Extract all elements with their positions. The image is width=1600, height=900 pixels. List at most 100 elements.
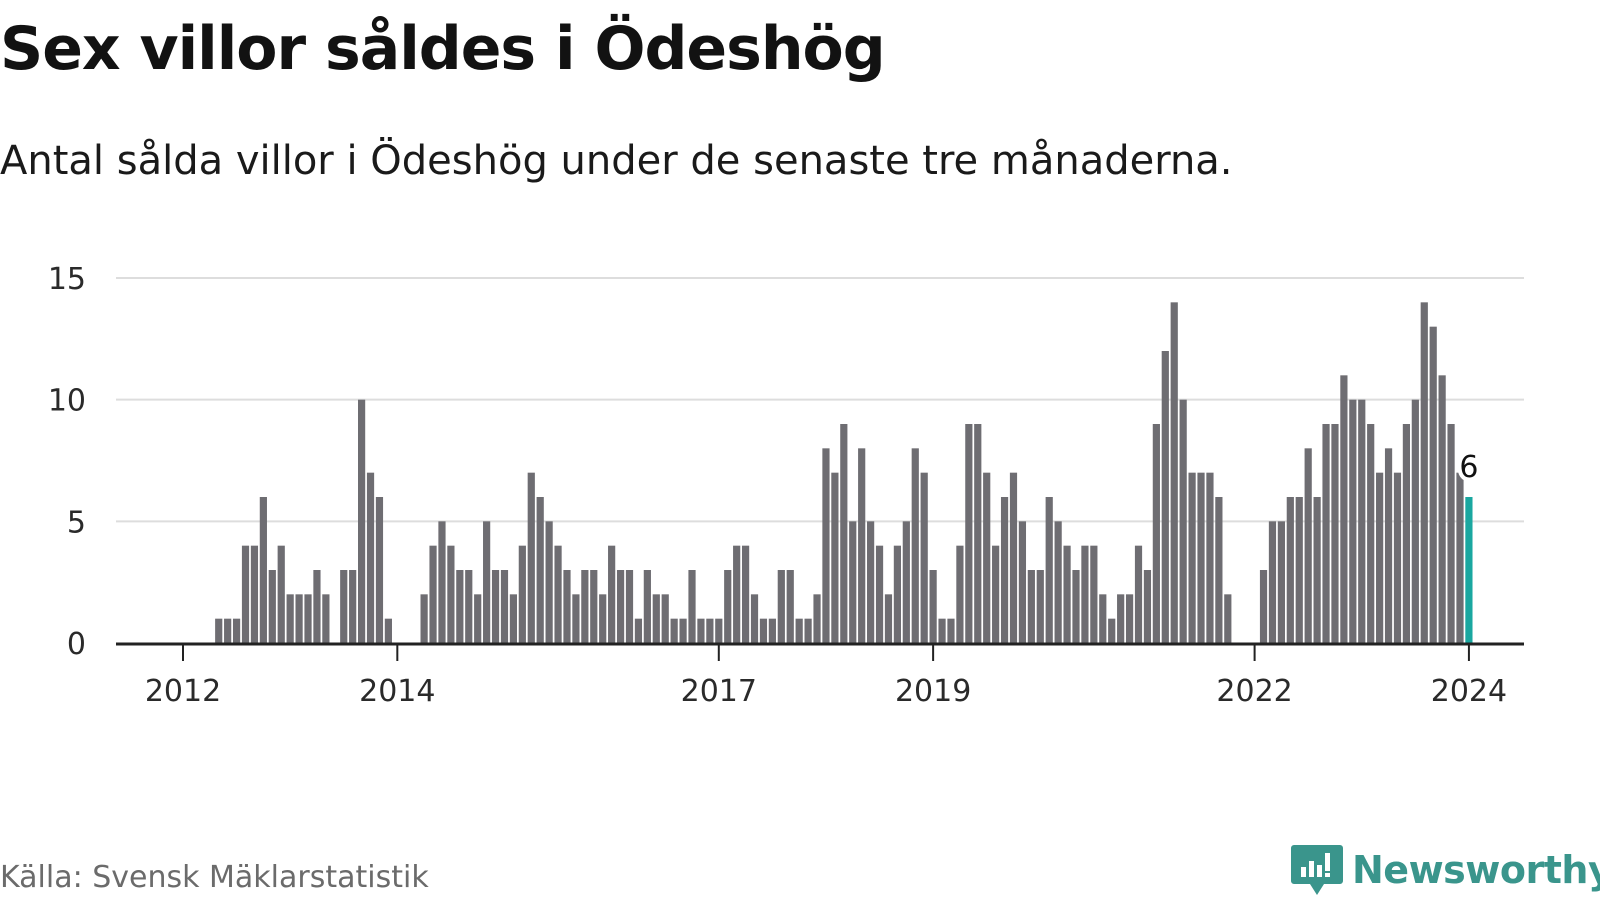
bar xyxy=(536,497,544,643)
bar xyxy=(313,570,321,643)
x-tick-label: 2012 xyxy=(145,674,221,709)
bar xyxy=(1054,521,1062,643)
y-tick-label: 5 xyxy=(67,505,86,540)
bar xyxy=(634,618,643,643)
x-tick-label: 2014 xyxy=(359,674,435,709)
bar xyxy=(1206,472,1214,643)
bar xyxy=(1268,521,1277,643)
bar xyxy=(884,594,893,643)
bar xyxy=(1063,545,1071,643)
bar xyxy=(759,618,768,643)
bar xyxy=(447,545,455,643)
bar xyxy=(1134,545,1143,643)
bar xyxy=(358,399,366,643)
x-tick-label: 2019 xyxy=(895,674,971,709)
bar xyxy=(545,521,553,643)
bar xyxy=(1125,594,1134,643)
bar xyxy=(867,521,875,643)
bar xyxy=(1295,497,1303,643)
bar xyxy=(1384,448,1393,643)
bar xyxy=(1420,302,1428,643)
y-tick-label: 0 xyxy=(67,627,86,662)
bar xyxy=(750,594,759,643)
bar xyxy=(733,545,741,643)
bar xyxy=(643,570,651,643)
bar xyxy=(795,618,803,643)
bar xyxy=(1117,594,1125,643)
bar xyxy=(259,497,267,643)
bar xyxy=(1072,570,1080,643)
chart-subtitle: Antal sålda villor i Ödeshög under de se… xyxy=(0,138,1233,184)
bar xyxy=(608,545,616,643)
bar xyxy=(232,618,241,643)
bar xyxy=(1143,570,1152,643)
bar xyxy=(1331,424,1339,643)
bar xyxy=(616,570,625,643)
bar xyxy=(563,570,571,643)
bar xyxy=(1313,497,1321,643)
bar xyxy=(1161,351,1169,643)
bar xyxy=(241,545,250,643)
bar xyxy=(590,570,598,643)
bar xyxy=(670,618,678,643)
bar xyxy=(1429,326,1437,643)
bar xyxy=(741,545,750,643)
bar xyxy=(268,570,276,643)
bar xyxy=(1018,521,1027,643)
y-tick-label: 15 xyxy=(48,262,86,297)
bar xyxy=(1456,472,1464,643)
bar xyxy=(1411,399,1419,643)
bar xyxy=(1179,399,1187,643)
bar xyxy=(840,424,848,643)
bar xyxy=(831,472,839,643)
y-tick-label: 10 xyxy=(48,384,86,419)
bar xyxy=(1215,497,1223,643)
bar xyxy=(474,594,482,643)
bar xyxy=(661,594,669,643)
source-note: Källa: Svensk Mäklarstatistik xyxy=(0,860,429,895)
bar xyxy=(1099,594,1107,643)
bar xyxy=(768,618,776,643)
bar xyxy=(1108,618,1116,643)
bar xyxy=(1197,472,1205,643)
bar xyxy=(375,497,384,643)
bar xyxy=(1188,472,1196,643)
chart-title: Sex villor såldes i Ödeshög xyxy=(0,14,886,84)
bar-highlight xyxy=(1465,497,1473,643)
bar xyxy=(1036,570,1044,643)
bar xyxy=(929,570,937,643)
bar xyxy=(581,570,589,643)
bar xyxy=(1224,594,1232,643)
bar xyxy=(295,594,303,643)
bar xyxy=(277,545,285,643)
bar xyxy=(1438,375,1446,643)
bar xyxy=(215,618,223,643)
bar xyxy=(483,521,491,643)
bar xyxy=(849,521,857,643)
bar xyxy=(822,448,830,643)
bar xyxy=(1322,424,1330,643)
bar xyxy=(688,570,696,643)
bar xyxy=(625,570,634,643)
bar xyxy=(384,618,392,643)
bar xyxy=(1447,424,1455,643)
bar xyxy=(920,472,928,643)
bar xyxy=(1402,424,1411,643)
axes xyxy=(116,642,1524,661)
bar xyxy=(1000,497,1009,643)
bar xyxy=(1027,570,1035,643)
highlight-value-label: 6 xyxy=(1459,450,1478,485)
bar xyxy=(715,618,723,643)
bar xyxy=(1090,545,1098,643)
bar xyxy=(1045,497,1053,643)
bar xyxy=(804,618,812,643)
bar xyxy=(893,545,901,643)
newsworthy-logo: Newsworthy xyxy=(1290,843,1600,897)
bar xyxy=(420,594,428,643)
bar xyxy=(902,521,910,643)
bar xyxy=(340,570,348,643)
bar xyxy=(456,570,464,643)
bar xyxy=(518,545,526,643)
bars xyxy=(215,302,1473,643)
bar xyxy=(572,594,580,643)
